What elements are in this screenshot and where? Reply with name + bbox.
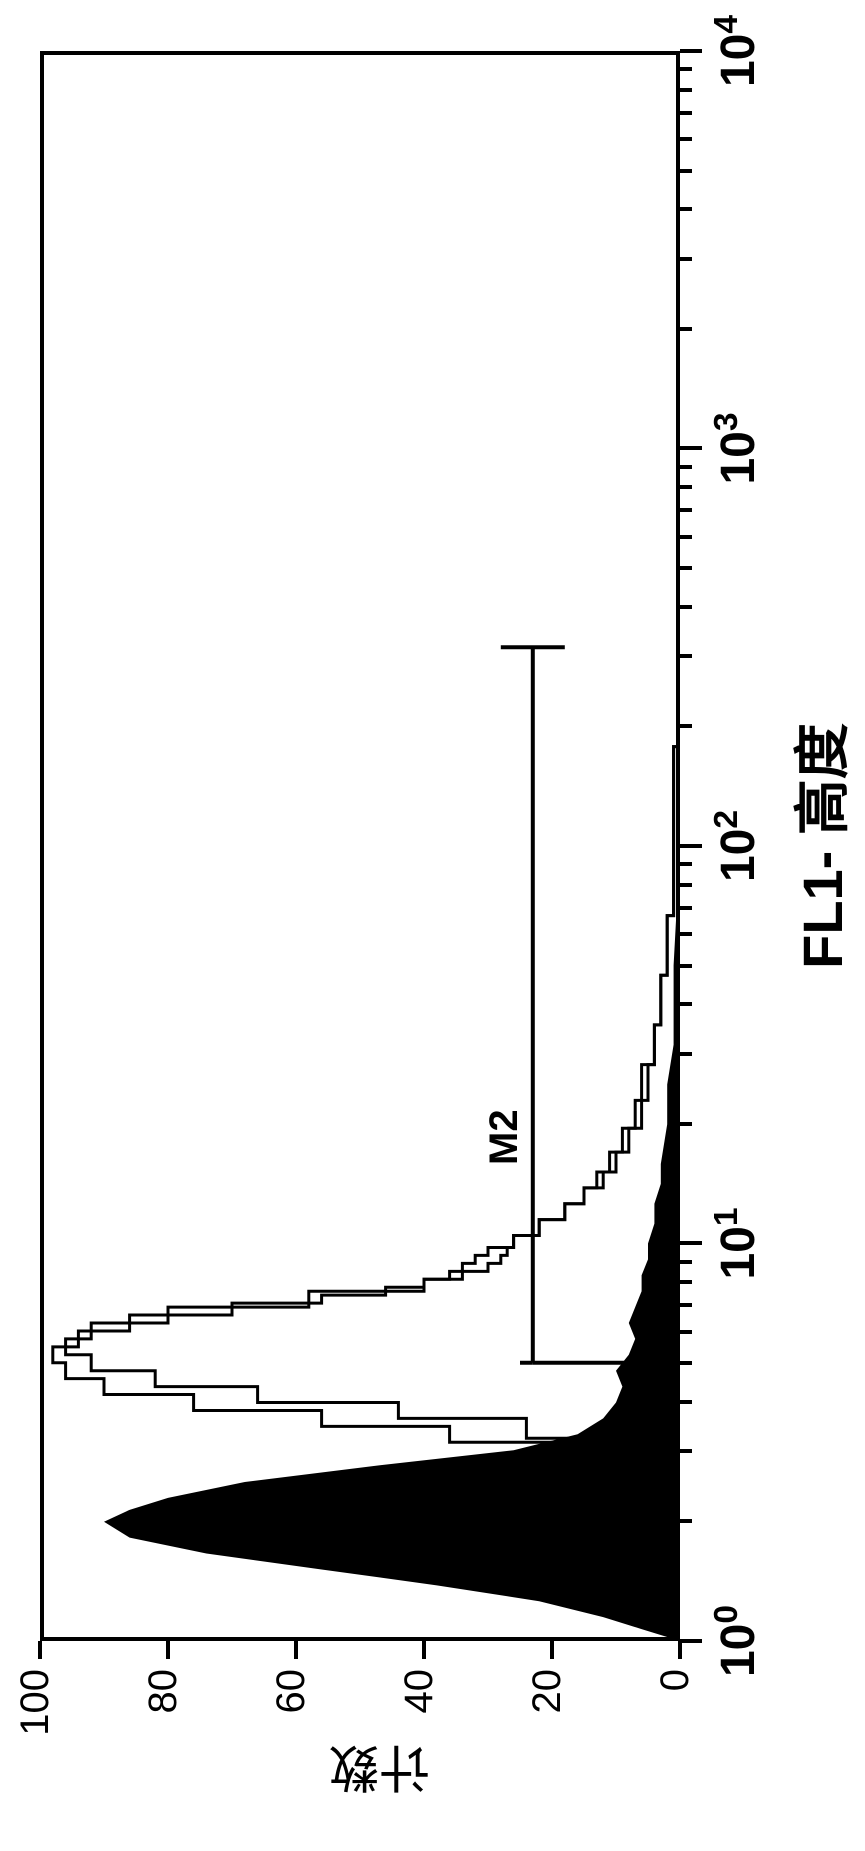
x-minor-tick — [680, 508, 692, 512]
y-major-tick — [550, 1641, 554, 1659]
x-minor-tick — [680, 932, 692, 936]
gate-m2-label: M2 — [482, 1109, 527, 1165]
x-tick-label: 102 — [708, 796, 766, 896]
x-major-tick — [680, 1242, 702, 1246]
x-minor-tick — [680, 566, 692, 570]
x-minor-tick — [680, 1002, 692, 1006]
x-major-tick — [680, 1639, 702, 1643]
x-major-tick — [680, 844, 702, 848]
x-minor-tick — [680, 883, 692, 887]
y-tick-label: 100 — [13, 1669, 58, 1769]
y-tick-label: 0 — [653, 1669, 698, 1769]
x-minor-tick — [680, 535, 692, 539]
x-minor-tick — [680, 1280, 692, 1284]
x-minor-tick — [680, 964, 692, 968]
x-minor-tick — [680, 1260, 692, 1264]
histogram-overlay-svg — [0, 0, 865, 1851]
x-minor-tick — [680, 654, 692, 658]
x-axis-label: FL1- 高度 — [778, 666, 859, 1026]
y-major-tick — [422, 1641, 426, 1659]
y-major-tick — [678, 1641, 682, 1659]
x-minor-tick — [680, 1400, 692, 1404]
y-major-tick — [294, 1641, 298, 1659]
x-minor-tick — [680, 1519, 692, 1523]
x-minor-tick — [680, 1449, 692, 1453]
x-minor-tick — [680, 1052, 692, 1056]
x-minor-tick — [680, 207, 692, 211]
x-minor-tick — [680, 137, 692, 141]
x-minor-tick — [680, 1303, 692, 1307]
x-tick-label: 101 — [708, 1194, 766, 1294]
x-minor-tick — [680, 724, 692, 728]
series-filled-black — [104, 687, 680, 1641]
x-minor-tick — [680, 485, 692, 489]
x-tick-label: 100 — [708, 1591, 766, 1691]
x-tick-label: 104 — [708, 1, 766, 101]
x-minor-tick — [680, 1122, 692, 1126]
y-axis-label: 计数 — [329, 1735, 430, 1809]
x-minor-tick — [680, 862, 692, 866]
y-major-tick — [166, 1641, 170, 1659]
x-minor-tick — [680, 465, 692, 469]
drawing-surface: 100101102103104020406080100 计数 FL1- 高度 M… — [0, 0, 865, 1851]
x-minor-tick — [680, 605, 692, 609]
x-minor-tick — [680, 1361, 692, 1365]
x-tick-label: 103 — [708, 399, 766, 499]
x-minor-tick — [680, 88, 692, 92]
x-major-tick — [680, 447, 702, 451]
x-minor-tick — [680, 1330, 692, 1334]
series-outline-a — [53, 687, 680, 1522]
x-minor-tick — [680, 67, 692, 71]
y-tick-label: 60 — [269, 1669, 314, 1769]
x-minor-tick — [680, 257, 692, 261]
y-tick-label: 80 — [141, 1669, 186, 1769]
x-minor-tick — [680, 169, 692, 173]
x-minor-tick — [680, 906, 692, 910]
series-outline-b — [66, 687, 680, 1522]
rotated-stage: 100101102103104020406080100 计数 FL1- 高度 M… — [0, 986, 865, 1851]
y-tick-label: 20 — [525, 1669, 570, 1769]
x-minor-tick — [680, 327, 692, 331]
x-minor-tick — [680, 111, 692, 115]
y-major-tick — [38, 1641, 42, 1659]
x-major-tick — [680, 49, 702, 53]
